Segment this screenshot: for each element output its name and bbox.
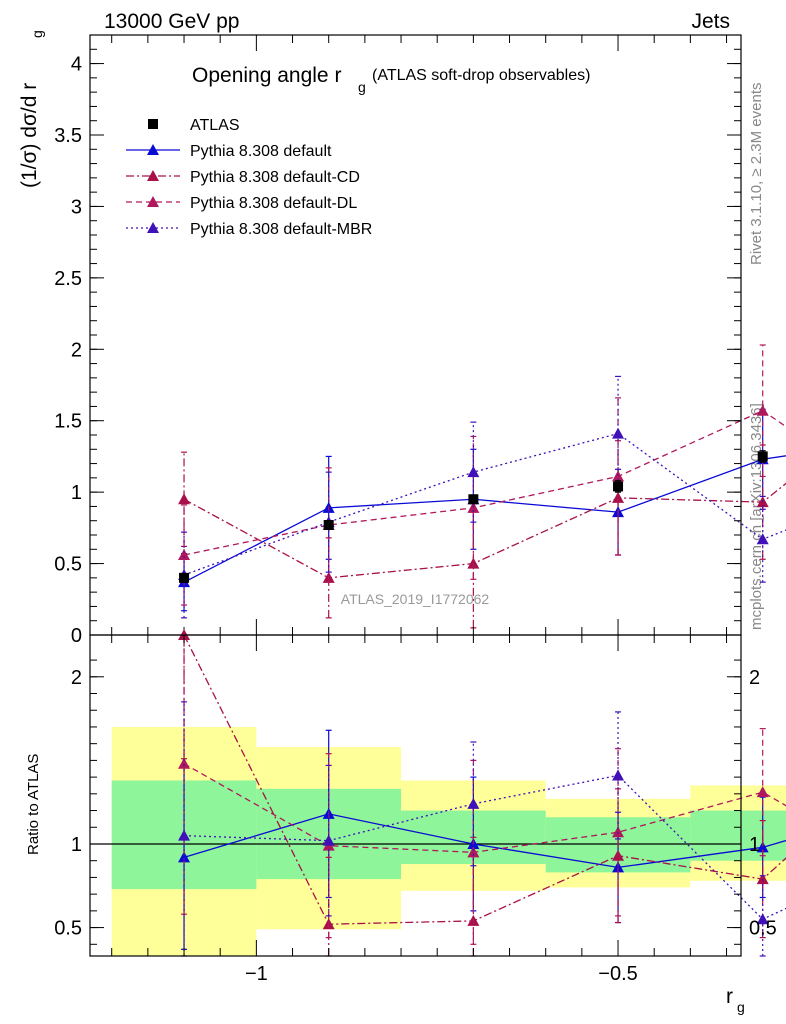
rivet-label: Rivet 3.1.10, ≥ 2.3M events [748, 83, 765, 266]
main-series-line [183, 482, 786, 579]
main-data-point [467, 557, 480, 569]
legend-marker [147, 196, 159, 207]
main-data-point [178, 549, 191, 560]
ratio-band-green [690, 810, 786, 861]
ratio-y-tick-label-right: 2 [749, 667, 760, 689]
title-main-text: Opening angle r [192, 64, 341, 87]
legend-marker [147, 222, 159, 233]
legend-entry-label: ATLAS [190, 117, 240, 134]
legend: ATLAS Pythia 8.308 default Pythia 8.308 de… [126, 117, 372, 238]
ratio-data-point [756, 913, 769, 925]
analysis-watermark: ATLAS_2019_I1772062 [341, 591, 490, 607]
main-series-line [183, 409, 786, 556]
legend-marker [147, 144, 159, 155]
x-tick-label: −1 [245, 963, 268, 985]
ratio-data-point [756, 873, 769, 885]
main-series-line [183, 455, 786, 583]
main-y-label-sub: g [29, 30, 45, 38]
legend-entry-label: Pythia 8.308 default-DL [190, 195, 357, 212]
main-data-point [612, 470, 625, 482]
ratio-data-point [178, 829, 191, 841]
ratio-data-point [756, 841, 769, 853]
main-y-label: (1/σ) dσ/d r [18, 83, 41, 188]
legend-entry-label: Pythia 8.308 default [190, 143, 332, 160]
ratio-series-line [184, 774, 786, 920]
main-data-point [756, 533, 769, 545]
main-y-tick-label: 2 [71, 339, 82, 361]
ratio-data-point [178, 851, 191, 863]
main-data-point [756, 404, 769, 416]
main-data-point [467, 501, 480, 513]
main-data-point [468, 494, 479, 505]
main-data-point [178, 493, 191, 505]
ratio-y-tick-label-right: 0.5 [749, 918, 777, 940]
ratio-y-tick-label: 2 [71, 667, 82, 689]
main-y-tick-label: 3 [71, 196, 82, 218]
main-plot: 0 0.5 1 1.5 2 2.5 3 3.5 4 [54, 34, 786, 647]
main-y-tick-label: 1.5 [54, 411, 82, 433]
header-left: 13000 GeV pp [104, 10, 239, 33]
main-y-tick-label: 4 [71, 54, 82, 76]
ratio-data-point [322, 834, 335, 846]
main-data-point [613, 481, 624, 492]
ratio-series-line [183, 813, 786, 869]
ratio-y-tick-label: 0.5 [54, 918, 82, 940]
ratio-y-label: Ratio to ATLAS [25, 754, 42, 855]
ratio-frame [89, 634, 742, 957]
x-axis-label: r [726, 985, 733, 1008]
main-data-point [467, 466, 480, 478]
legend-entry-label: Pythia 8.308 default-MBR [190, 221, 372, 238]
header-right: Jets [691, 10, 730, 33]
main-series-line [183, 432, 786, 576]
main-data-point [757, 451, 768, 462]
legend-entry-label: Pythia 8.308 default-CD [190, 169, 360, 186]
ratio-data-point [612, 769, 625, 781]
ratio-data-point [178, 757, 191, 769]
ratio-data-point [612, 826, 625, 838]
main-y-tick-label: 0 [71, 625, 82, 647]
title-suffix: (ATLAS soft-drop observables) [372, 67, 590, 84]
main-y-tick-label: 3.5 [54, 125, 82, 147]
legend-marker [147, 170, 159, 181]
main-data-point [179, 572, 190, 583]
ratio-series-line [183, 763, 786, 853]
x-axis-label-sub: g [737, 999, 745, 1015]
ratio-plot: 0.5 0.5 1 1 2 2 −1 −0.5 [54, 629, 786, 985]
ratio-series-line [183, 634, 786, 925]
main-data-point [612, 491, 625, 503]
ratio-data-point [756, 786, 769, 798]
title-subscript: g [358, 79, 366, 95]
legend-marker [148, 119, 158, 129]
main-y-tick-label: 0.5 [54, 554, 82, 576]
main-frame [89, 34, 742, 636]
main-y-tick-label: 2.5 [54, 268, 82, 290]
ratio-y-tick-label-right: 1 [749, 834, 760, 856]
ratio-data-point [467, 797, 480, 809]
ratio-data-point [467, 846, 480, 858]
x-tick-label: −0.5 [598, 963, 637, 985]
main-data-point [612, 427, 625, 439]
main-y-tick-label: 1 [71, 482, 82, 504]
main-title: Opening angle r [192, 64, 341, 87]
ratio-y-tick-label: 1 [71, 834, 82, 856]
main-data-point [323, 520, 334, 530]
